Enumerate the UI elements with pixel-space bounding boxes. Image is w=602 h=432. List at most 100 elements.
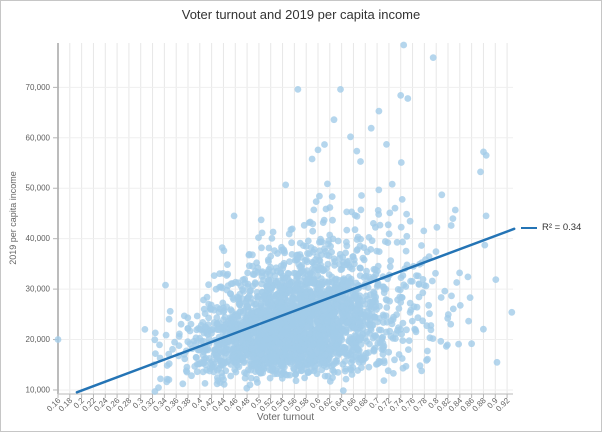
data-point <box>255 234 262 242</box>
data-point <box>287 316 295 324</box>
data-point <box>357 158 364 165</box>
data-point <box>252 317 259 325</box>
data-point <box>385 230 393 238</box>
data-point <box>326 346 333 354</box>
data-point <box>240 359 248 366</box>
data-point <box>380 377 388 384</box>
data-point <box>347 366 355 374</box>
data-point <box>394 286 402 293</box>
data-point <box>211 346 219 353</box>
data-point <box>343 258 351 266</box>
data-point <box>437 294 445 301</box>
data-point <box>290 345 297 352</box>
data-point <box>151 329 159 337</box>
data-point <box>294 255 301 263</box>
data-point <box>179 380 187 388</box>
data-point <box>419 276 427 283</box>
data-point <box>224 261 231 268</box>
data-point <box>347 351 354 358</box>
data-point <box>227 290 234 298</box>
data-point <box>333 317 341 325</box>
data-point <box>420 281 428 289</box>
data-point <box>201 310 209 317</box>
data-point <box>343 242 351 250</box>
data-point <box>314 310 322 317</box>
y-tick-label: 60,000 <box>26 133 51 142</box>
data-point <box>324 260 332 268</box>
data-point <box>356 336 364 344</box>
data-point <box>286 352 293 360</box>
data-point <box>405 337 413 344</box>
data-point <box>352 306 360 314</box>
data-point <box>508 308 516 316</box>
data-point <box>400 281 408 289</box>
data-point <box>382 312 390 320</box>
data-point <box>203 329 211 337</box>
legend-label: R² = 0.34 <box>542 222 582 233</box>
data-point <box>403 210 410 218</box>
y-tick-label: 50,000 <box>26 184 51 193</box>
data-point <box>453 279 461 286</box>
data-point <box>329 235 337 243</box>
data-point <box>191 363 199 370</box>
data-point <box>265 244 273 252</box>
data-point <box>201 380 209 387</box>
data-point <box>305 317 313 324</box>
data-point <box>321 245 328 253</box>
data-point <box>288 295 296 303</box>
data-point <box>257 216 265 224</box>
data-point <box>215 319 223 327</box>
data-point <box>318 251 325 259</box>
data-point <box>379 350 387 358</box>
data-point <box>332 333 340 340</box>
data-point <box>466 294 474 301</box>
y-tick-label: 40,000 <box>26 234 51 243</box>
data-point <box>403 326 410 334</box>
data-point <box>258 269 266 277</box>
data-point <box>323 363 330 371</box>
data-point <box>429 54 437 61</box>
data-point <box>205 281 213 289</box>
data-point <box>302 291 309 298</box>
data-point <box>197 337 205 345</box>
x-tick-label: 0.92 <box>494 396 512 414</box>
data-point <box>313 318 321 326</box>
data-point <box>184 325 192 332</box>
data-point <box>269 349 277 357</box>
data-point <box>199 368 207 376</box>
data-point <box>298 318 305 326</box>
data-point <box>397 92 405 99</box>
data-point <box>382 296 390 303</box>
data-point <box>352 351 360 359</box>
data-point <box>165 350 173 358</box>
data-point <box>307 361 315 368</box>
data-point <box>398 196 406 203</box>
data-point <box>294 273 302 281</box>
legend-item-trendline[interactable]: R² = 0.34 <box>521 222 581 233</box>
data-point <box>364 284 372 291</box>
data-point <box>424 347 431 355</box>
data-point <box>465 317 472 325</box>
data-point <box>163 378 171 386</box>
data-point <box>359 297 367 305</box>
data-point <box>322 307 330 315</box>
y-tick-label: 70,000 <box>26 83 51 92</box>
data-point <box>260 292 268 300</box>
data-point <box>219 270 227 277</box>
data-point <box>425 253 433 261</box>
data-point <box>356 242 364 250</box>
data-point <box>256 350 264 358</box>
data-point <box>328 193 336 201</box>
data-point <box>423 356 430 364</box>
data-point <box>316 284 324 292</box>
data-point <box>300 221 308 229</box>
data-point <box>325 240 332 248</box>
data-point <box>374 280 382 288</box>
data-point <box>346 334 354 341</box>
data-point <box>192 354 200 361</box>
data-point <box>301 268 308 276</box>
data-point <box>301 341 309 349</box>
data-point <box>329 216 336 224</box>
